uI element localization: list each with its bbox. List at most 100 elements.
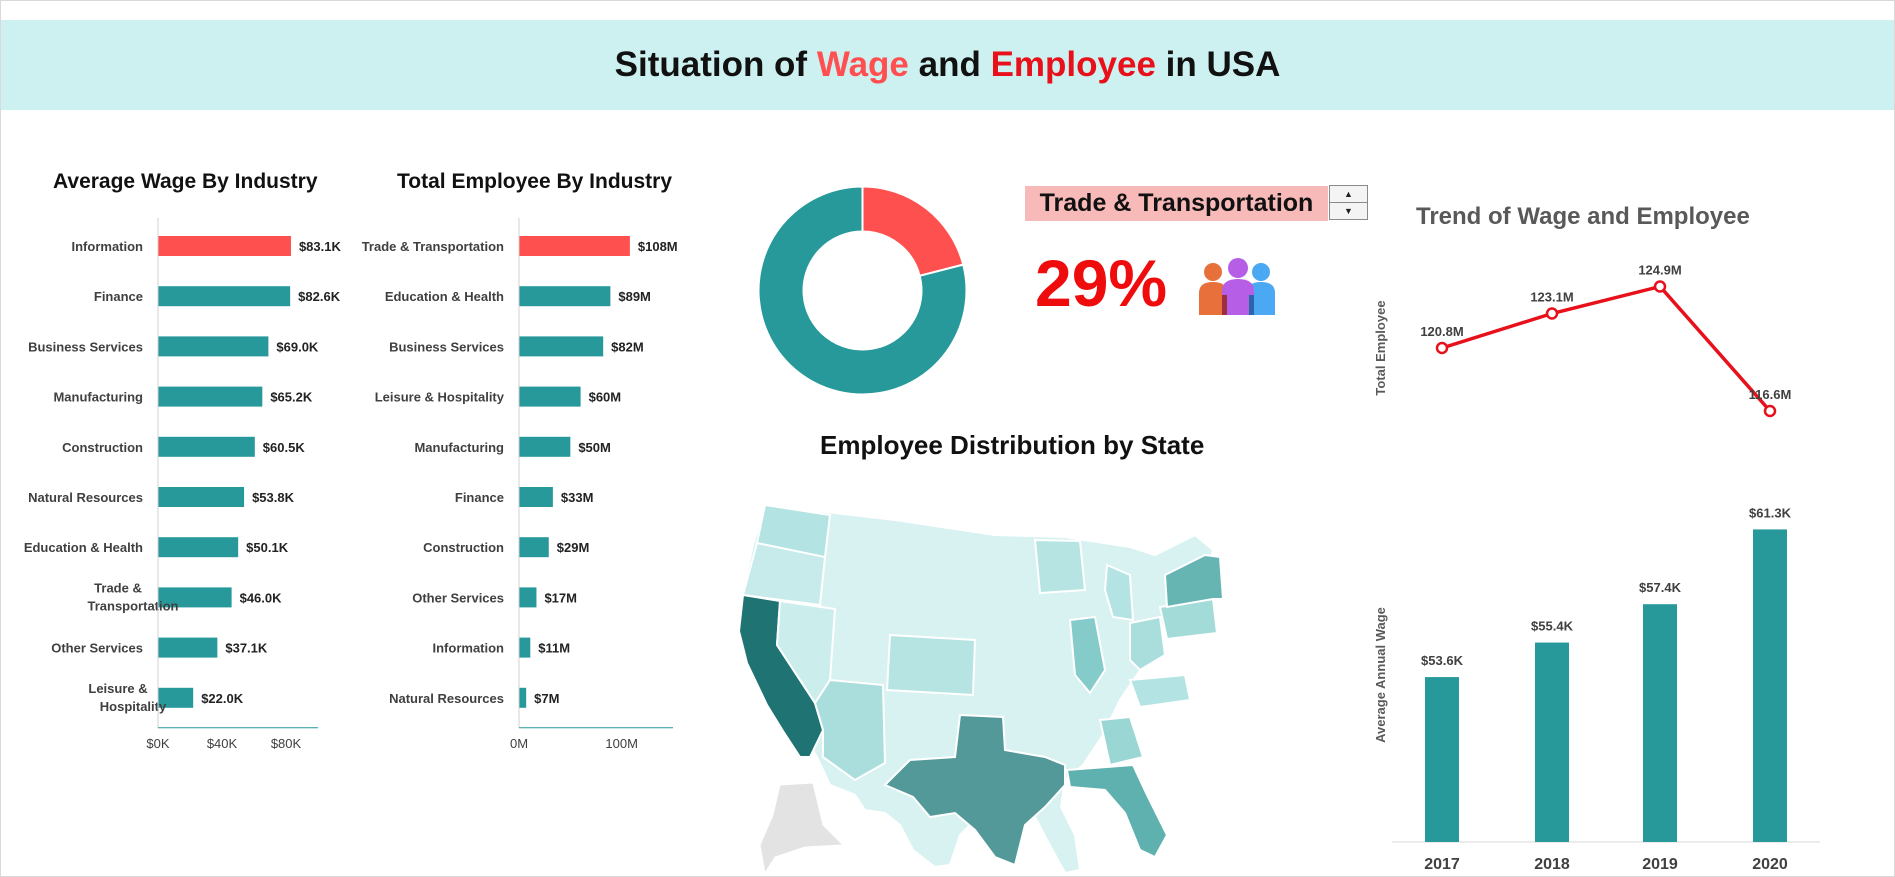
avg-wage-bar <box>158 436 255 457</box>
avg-wage-bar <box>158 236 291 256</box>
bar-y-axis-label: Average Annual Wage <box>1373 607 1388 743</box>
total-employee-bar <box>519 436 571 457</box>
line-point <box>1763 404 1777 418</box>
share-percent-value: 29% <box>1035 246 1168 320</box>
avg-wage-data-label: $50.1K <box>246 540 289 555</box>
total-employee-bar <box>519 236 630 256</box>
total-employee-bar <box>519 336 604 357</box>
map-state-il <box>1068 615 1107 695</box>
dashboard-title: Situation of Wage and Employee in USA <box>614 45 1281 84</box>
total-employee-category-label: Business Services <box>389 339 504 354</box>
total-employee-data-label: $7M <box>534 691 559 706</box>
industry-selector[interactable]: Trade & Transportation <box>1025 186 1328 221</box>
avg-wage-bar <box>158 286 291 307</box>
total-employee-bar <box>519 587 537 608</box>
total-employee-category-label: Natural Resources <box>389 691 504 706</box>
avg-wage-bar <box>158 587 232 608</box>
avg-wage-bar <box>158 336 269 357</box>
line-data-label: 123.1M <box>1530 290 1573 305</box>
total-employee-data-label: $29M <box>557 540 590 555</box>
avg-wage-category-label: Information <box>72 239 144 254</box>
avg-wage-category-label: Manufacturing <box>53 390 143 405</box>
avg-wage-data-label: $60.5K <box>263 440 306 455</box>
title-highlight-employee: Employee <box>990 45 1156 84</box>
triangle-up-icon: ▲ <box>1344 189 1353 199</box>
avg-wage-bar <box>158 687 194 708</box>
line-data-label: 120.8M <box>1420 324 1463 339</box>
avg-wage-category-label: Finance <box>94 289 143 304</box>
avg-wage-category-label: Other Services <box>51 641 143 656</box>
avg-wage-bar <box>158 487 245 507</box>
wage-bar-data-label: $57.4K <box>1639 580 1682 595</box>
total-employee-category-label: Trade & Transportation <box>362 239 504 254</box>
total-employee-data-label: $60M <box>589 390 622 405</box>
total-employee-data-label: $108M <box>638 239 678 254</box>
map-state-ak <box>759 782 845 875</box>
total-employee-data-label: $50M <box>578 440 611 455</box>
avg-wage-bar <box>158 537 239 558</box>
us-state-map <box>737 503 1225 875</box>
line-data-label: 116.6M <box>1749 387 1792 402</box>
total-employee-category-label: Finance <box>455 490 504 505</box>
total-employee-title: Total Employee By Industry <box>397 170 672 193</box>
total-employee-category-label: Manufacturing <box>414 440 504 455</box>
total-employee-bar <box>519 537 549 558</box>
total-employee-bar <box>519 386 581 407</box>
line-data-label: 124.9M <box>1638 263 1681 278</box>
avg-wage-bar <box>158 637 218 658</box>
wage-bar-data-label: $55.4K <box>1531 619 1574 634</box>
total-employee-category-label: Information <box>433 641 505 656</box>
year-tick-label: 2018 <box>1534 856 1570 873</box>
map-state-tx <box>883 713 1066 867</box>
map-state-co <box>885 633 977 697</box>
avg-wage-x-tick-label: $0K <box>146 736 169 751</box>
avg-wage-category-label: Leisure & Hospitality <box>88 681 167 714</box>
total-employee-bar <box>519 687 527 708</box>
wage-bar-data-label: $53.6K <box>1421 653 1464 668</box>
spinner-up-button[interactable]: ▲ <box>1330 186 1367 203</box>
people-group-icon <box>1199 258 1275 315</box>
total-employee-x-tick-label: 0M <box>510 736 528 751</box>
donut-slice <box>757 185 968 396</box>
total-employee-bar <box>519 286 611 307</box>
wage-year-bar <box>1425 677 1459 842</box>
wage-year-bar <box>1643 604 1677 842</box>
total-employee-chart: Trade & Transportation $108M Education & H… <box>362 218 678 751</box>
year-tick-label: 2020 <box>1752 856 1788 873</box>
map-state-fl <box>1065 763 1169 859</box>
line-point <box>1545 307 1559 320</box>
total-employee-category-label: Leisure & Hospitality <box>375 390 505 405</box>
map-state-ny <box>1163 553 1225 609</box>
spinner-down-button[interactable]: ▼ <box>1330 203 1367 219</box>
avg-wage-title: Average Wage By Industry <box>53 170 318 193</box>
trend-wage-bar-chart: Average Annual Wage $53.6K 2017 $55.4K 2018 $… <box>1373 505 1820 873</box>
map-land <box>738 503 1215 875</box>
line-point <box>1653 280 1667 293</box>
industry-spinner[interactable]: ▲ ▼ <box>1329 185 1368 220</box>
map-state-nc <box>1128 673 1192 709</box>
avg-wage-category-label: Business Services <box>28 339 143 354</box>
avg-wage-data-label: $83.1K <box>299 239 342 254</box>
avg-wage-data-label: $65.2K <box>270 390 313 405</box>
total-employee-data-label: $17M <box>544 590 577 605</box>
map-state-ga <box>1098 715 1145 767</box>
year-tick-label: 2017 <box>1424 856 1460 873</box>
avg-wage-category-label: Construction <box>62 440 143 455</box>
triangle-down-icon: ▼ <box>1344 206 1353 216</box>
avg-wage-data-label: $69.0K <box>276 339 319 354</box>
year-tick-label: 2019 <box>1642 856 1678 873</box>
avg-wage-category-label: Trade & Transportation <box>87 580 178 613</box>
wage-year-bar <box>1753 529 1787 842</box>
avg-wage-data-label: $46.0K <box>240 590 283 605</box>
trend-title: Trend of Wage and Employee <box>1416 203 1750 230</box>
wage-year-bar <box>1535 642 1569 842</box>
employee-trend-line <box>1441 284 1772 413</box>
dashboard-header: Situation of Wage and Employee in USA <box>1 20 1894 110</box>
trend-employee-line-chart: Total Employee 120.8M 123.1M 124.9M 116.6M <box>1373 263 1792 418</box>
total-employee-data-label: $11M <box>538 641 570 656</box>
map-state-or <box>741 541 827 607</box>
map-state-az <box>813 678 887 782</box>
total-employee-category-label: Education & Health <box>385 289 504 304</box>
map-title: Employee Distribution by State <box>820 430 1205 460</box>
avg-wage-data-label: $53.8K <box>252 490 295 505</box>
